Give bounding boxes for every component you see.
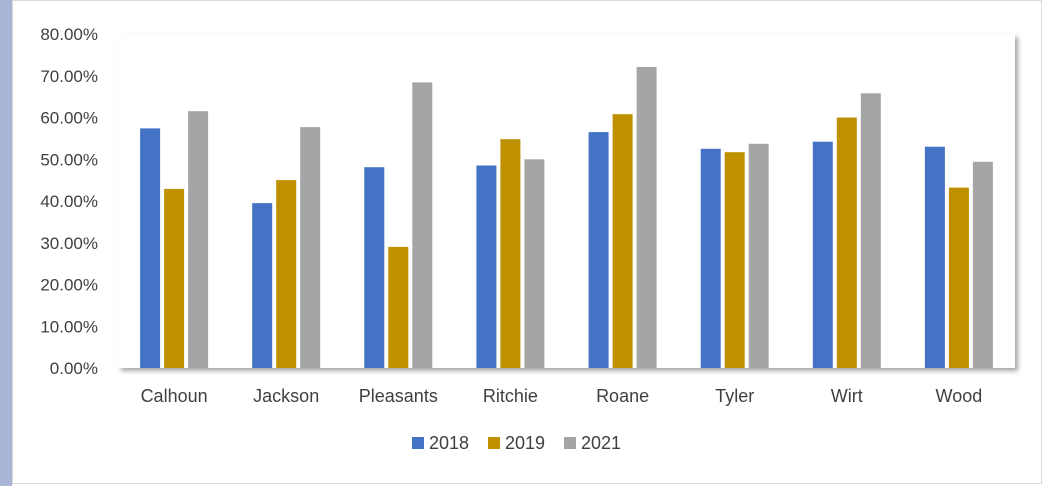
y-axis-tick-labels: 0.00% 10.00% 20.00% 30.00% 40.00% 50.00% 60.00…	[40, 25, 98, 378]
bar-2021-tyler	[748, 143, 769, 368]
bar-2021-calhoun	[188, 111, 209, 368]
bar-2021-roane	[636, 67, 657, 368]
y-tick-label: 80.00%	[40, 25, 98, 44]
bars-group	[140, 67, 993, 369]
bar-2019-roane	[612, 114, 633, 368]
bar-2021-wood	[972, 161, 993, 368]
bar-2018-roane	[588, 132, 609, 368]
bar-2019-jackson	[276, 180, 297, 368]
y-tick-label: 30.00%	[40, 234, 98, 253]
bar-2018-pleasants	[364, 167, 385, 368]
y-tick-label: 70.00%	[40, 67, 98, 86]
bar-2018-jackson	[252, 203, 273, 368]
x-category-label: Roane	[596, 386, 649, 406]
legend-label-2019: 2019	[505, 433, 545, 453]
bar-2018-ritchie	[476, 165, 497, 368]
bar-2021-wirt	[860, 93, 881, 369]
y-tick-label: 20.00%	[40, 276, 98, 295]
bar-2019-pleasants	[388, 246, 409, 368]
bar-2019-calhoun	[164, 188, 185, 368]
legend-swatch-2021	[564, 437, 576, 449]
y-tick-label: 0.00%	[50, 359, 98, 378]
legend-swatch-2019	[488, 437, 500, 449]
bar-2021-pleasants	[412, 82, 433, 369]
x-category-label: Jackson	[253, 386, 319, 406]
bar-2019-ritchie	[500, 139, 521, 368]
bar-2018-tyler	[700, 148, 721, 368]
y-tick-label: 40.00%	[40, 192, 98, 211]
x-category-label: Tyler	[715, 386, 754, 406]
left-edge-strip	[0, 0, 12, 486]
bar-2019-wood	[948, 187, 969, 368]
bar-2019-tyler	[724, 152, 745, 368]
bar-2018-wirt	[812, 141, 833, 368]
legend-label-2021: 2021	[581, 433, 621, 453]
x-axis-category-labels: Calhoun Jackson Pleasants Ritchie Roane Tyler…	[141, 386, 983, 406]
legend-label-2018: 2018	[429, 433, 469, 453]
x-category-label: Wood	[936, 386, 983, 406]
bar-2019-wirt	[836, 117, 857, 368]
legend-swatch-2018	[412, 437, 424, 449]
bar-2018-calhoun	[140, 128, 161, 368]
y-tick-label: 50.00%	[40, 150, 98, 169]
y-tick-label: 10.00%	[40, 317, 98, 336]
legend: 2018 2019 2021	[412, 433, 621, 453]
x-category-label: Calhoun	[141, 386, 208, 406]
x-category-label: Wirt	[831, 386, 863, 406]
x-category-label: Ritchie	[483, 386, 538, 406]
bar-2021-jackson	[300, 127, 321, 368]
bar-2021-ritchie	[524, 159, 545, 369]
x-category-label: Pleasants	[359, 386, 438, 406]
y-tick-label: 60.00%	[40, 109, 98, 128]
bar-2018-wood	[924, 146, 945, 368]
